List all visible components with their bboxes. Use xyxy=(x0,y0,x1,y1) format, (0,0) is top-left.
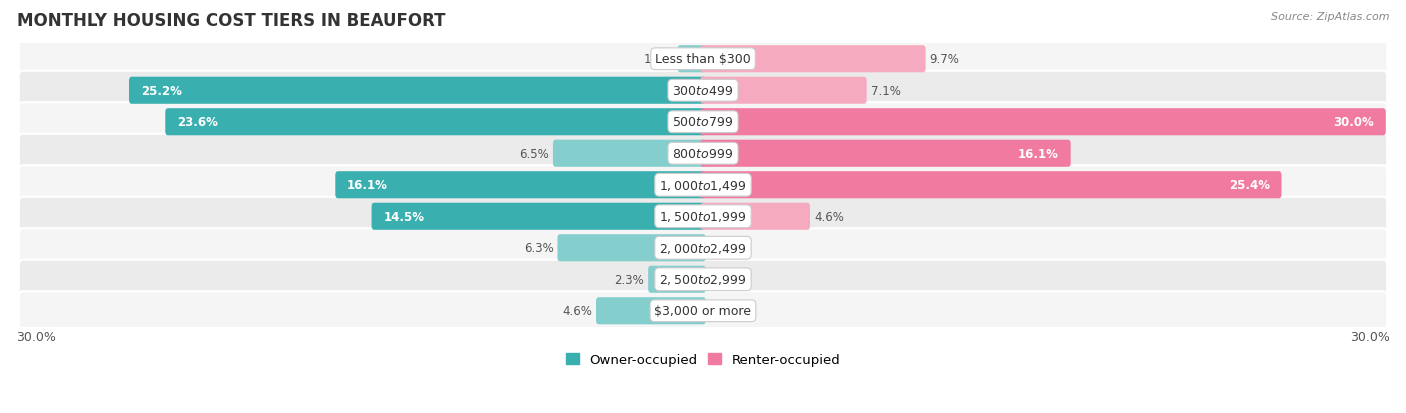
Text: 0.0%: 0.0% xyxy=(710,304,740,318)
FancyBboxPatch shape xyxy=(700,109,1386,136)
Text: Source: ZipAtlas.com: Source: ZipAtlas.com xyxy=(1271,12,1389,22)
Legend: Owner-occupied, Renter-occupied: Owner-occupied, Renter-occupied xyxy=(560,347,846,371)
Text: 6.5%: 6.5% xyxy=(519,147,548,160)
FancyBboxPatch shape xyxy=(335,172,706,199)
FancyBboxPatch shape xyxy=(18,166,1388,205)
FancyBboxPatch shape xyxy=(18,197,1388,236)
Text: 7.1%: 7.1% xyxy=(870,85,901,97)
Text: 25.2%: 25.2% xyxy=(141,85,181,97)
Text: $2,500 to $2,999: $2,500 to $2,999 xyxy=(659,273,747,287)
Text: 0.0%: 0.0% xyxy=(710,242,740,255)
Text: $1,000 to $1,499: $1,000 to $1,499 xyxy=(659,178,747,192)
Text: 4.6%: 4.6% xyxy=(814,210,844,223)
Text: 16.1%: 16.1% xyxy=(347,179,388,192)
FancyBboxPatch shape xyxy=(557,235,706,262)
Text: 9.7%: 9.7% xyxy=(929,53,959,66)
FancyBboxPatch shape xyxy=(18,40,1388,79)
Text: 30.0%: 30.0% xyxy=(1350,330,1391,344)
Text: Less than $300: Less than $300 xyxy=(655,53,751,66)
FancyBboxPatch shape xyxy=(648,266,706,293)
Text: 30.0%: 30.0% xyxy=(1333,116,1374,129)
FancyBboxPatch shape xyxy=(700,172,1281,199)
Text: $300 to $499: $300 to $499 xyxy=(672,85,734,97)
FancyBboxPatch shape xyxy=(700,46,925,73)
Text: $2,000 to $2,499: $2,000 to $2,499 xyxy=(659,241,747,255)
FancyBboxPatch shape xyxy=(700,203,810,230)
FancyBboxPatch shape xyxy=(596,297,706,325)
FancyBboxPatch shape xyxy=(18,71,1388,111)
Text: 4.6%: 4.6% xyxy=(562,304,592,318)
FancyBboxPatch shape xyxy=(18,134,1388,173)
FancyBboxPatch shape xyxy=(678,46,706,73)
Text: 23.6%: 23.6% xyxy=(177,116,218,129)
FancyBboxPatch shape xyxy=(18,103,1388,142)
Text: 0.0%: 0.0% xyxy=(710,273,740,286)
Text: $1,500 to $1,999: $1,500 to $1,999 xyxy=(659,210,747,224)
FancyBboxPatch shape xyxy=(371,203,706,230)
FancyBboxPatch shape xyxy=(18,260,1388,299)
Text: MONTHLY HOUSING COST TIERS IN BEAUFORT: MONTHLY HOUSING COST TIERS IN BEAUFORT xyxy=(17,12,446,30)
FancyBboxPatch shape xyxy=(700,140,1071,167)
FancyBboxPatch shape xyxy=(18,292,1388,330)
Text: $800 to $999: $800 to $999 xyxy=(672,147,734,160)
FancyBboxPatch shape xyxy=(700,78,866,104)
Text: 14.5%: 14.5% xyxy=(384,210,425,223)
Text: 6.3%: 6.3% xyxy=(523,242,554,255)
FancyBboxPatch shape xyxy=(166,109,706,136)
Text: $500 to $799: $500 to $799 xyxy=(672,116,734,129)
Text: 30.0%: 30.0% xyxy=(15,330,56,344)
FancyBboxPatch shape xyxy=(129,78,706,104)
Text: 16.1%: 16.1% xyxy=(1018,147,1059,160)
FancyBboxPatch shape xyxy=(18,229,1388,268)
Text: 2.3%: 2.3% xyxy=(614,273,644,286)
Text: 1.0%: 1.0% xyxy=(644,53,673,66)
FancyBboxPatch shape xyxy=(553,140,706,167)
Text: 25.4%: 25.4% xyxy=(1229,179,1270,192)
Text: $3,000 or more: $3,000 or more xyxy=(655,304,751,318)
